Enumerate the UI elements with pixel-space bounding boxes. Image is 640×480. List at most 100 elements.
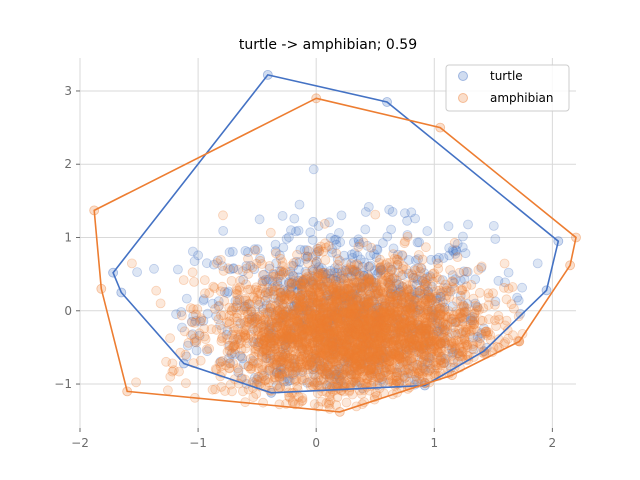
data-point-turtle [358,303,369,314]
data-point-amphibian [319,368,330,379]
data-point-turtle [458,313,469,324]
data-point-turtle [394,287,405,298]
data-point-turtle [396,295,407,305]
data-point-turtle [310,329,321,340]
data-point-turtle [272,321,283,332]
data-point-amphibian [425,272,436,283]
data-point-amphibian [311,256,322,267]
data-point-turtle [373,311,384,322]
data-point-turtle [363,201,374,212]
x-tick-label: −2 [71,436,89,450]
data-point-turtle [321,336,332,347]
data-point-turtle [189,337,200,347]
data-point-turtle [241,260,252,271]
data-point-amphibian [243,284,254,295]
data-point-turtle [307,360,318,371]
data-point-turtle [288,271,299,282]
data-point-turtle [285,266,296,277]
data-point-turtle [275,276,286,287]
data-point-turtle [313,262,324,273]
data-point-turtle [392,249,403,260]
data-point-turtle [331,287,342,298]
data-point-turtle [426,281,437,292]
data-point-turtle [332,254,343,265]
data-point-turtle [286,328,297,339]
data-point-amphibian [400,236,411,247]
data-point-turtle [261,353,272,364]
data-point-turtle [395,286,406,297]
data-point-turtle [341,338,352,349]
data-point-turtle [341,266,352,277]
data-point-amphibian [393,256,404,267]
data-point-turtle [344,296,355,307]
data-point-amphibian [257,353,268,363]
data-point-turtle [327,283,338,294]
data-point-turtle [328,301,339,312]
data-point-turtle [457,231,468,242]
data-point-turtle [450,274,461,285]
data-point-turtle [374,355,385,366]
data-point-amphibian [199,275,210,286]
data-point-turtle [306,357,317,368]
data-point-amphibian [338,307,349,318]
data-point-turtle [302,245,313,256]
data-point-turtle [341,283,352,294]
data-point-turtle [333,307,344,318]
data-point-turtle [276,362,286,373]
data-point-amphibian [328,325,339,336]
data-point-turtle [488,220,499,231]
data-point-turtle [439,324,449,335]
data-point-turtle [419,281,430,292]
data-point-turtle [355,287,366,298]
data-point-turtle [358,274,368,285]
data-point-amphibian [317,386,327,397]
data-point-turtle [342,342,353,353]
data-point-turtle [275,317,286,328]
data-point-turtle [222,325,233,336]
data-point-turtle [307,265,318,275]
data-point-turtle [394,362,405,373]
data-point-turtle [249,244,260,255]
data-point-turtle [274,270,285,281]
data-point-turtle [384,279,395,290]
data-point-amphibian [373,335,384,346]
data-point-turtle [265,286,276,297]
data-point-turtle [321,366,332,377]
data-point-turtle [345,347,356,358]
data-point-turtle [347,311,358,322]
data-point-amphibian [389,322,400,333]
data-point-amphibian [429,341,440,352]
data-point-turtle [243,247,253,258]
data-point-turtle [297,289,308,300]
data-point-turtle [310,249,321,260]
data-point-turtle [275,364,286,375]
data-point-amphibian [349,264,360,275]
data-point-turtle [322,339,333,349]
data-point-amphibian [321,317,332,328]
data-point-amphibian [219,295,230,306]
data-point-turtle [249,372,260,383]
data-point-turtle [463,219,473,230]
data-point-amphibian [385,295,396,306]
data-point-turtle [352,380,362,391]
data-point-turtle [370,343,381,354]
data-point-turtle [447,316,457,327]
data-point-amphibian [286,260,297,271]
data-point-turtle [321,362,332,373]
data-point-turtle [293,272,304,283]
data-point-turtle [177,322,187,333]
data-point-amphibian [363,365,374,376]
data-point-turtle [280,340,291,351]
data-point-amphibian [417,356,428,367]
data-point-amphibian [244,298,255,309]
data-point-turtle [332,286,342,297]
data-point-turtle [342,357,353,367]
data-point-amphibian [362,297,373,308]
data-point-turtle [310,353,321,364]
data-point-turtle [286,225,296,236]
data-point-turtle [406,291,417,302]
data-point-turtle [369,331,380,342]
data-point-turtle [409,333,420,344]
data-point-amphibian [243,253,253,264]
data-point-turtle [322,290,333,301]
